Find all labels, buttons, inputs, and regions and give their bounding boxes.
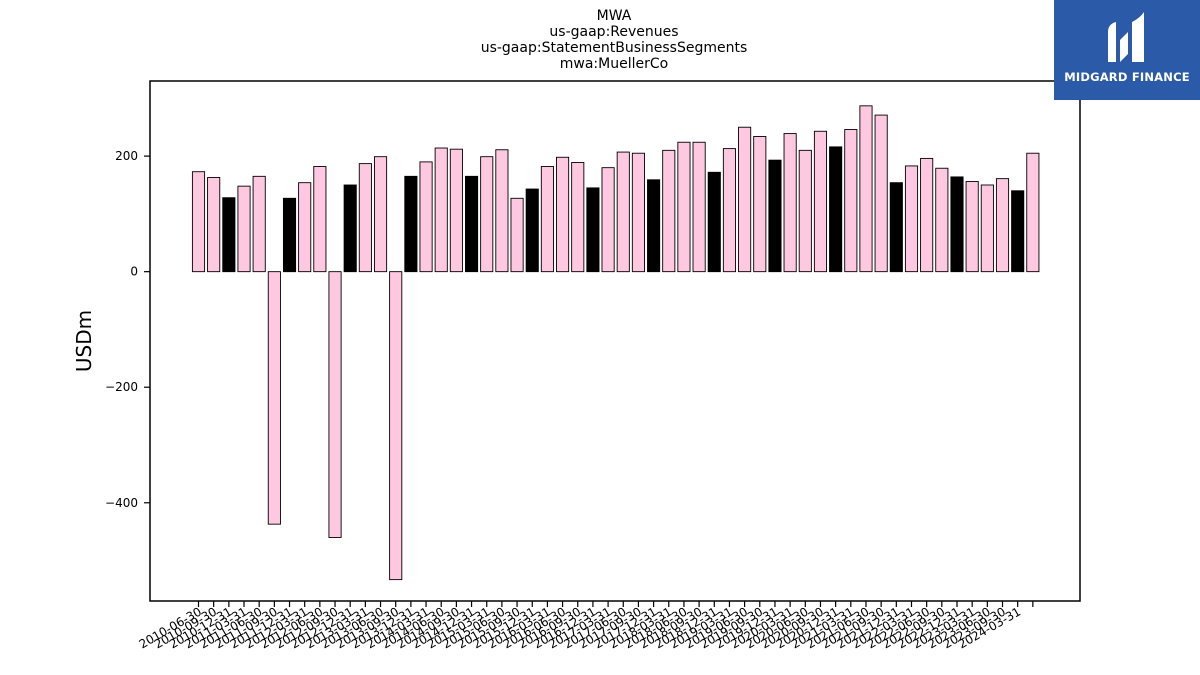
bar-25 [571,162,585,273]
bar-14 [404,175,418,273]
bar-46 [889,182,903,273]
y-tick-label-2: 0 [130,265,138,279]
bar-55 [1026,152,1040,273]
bar-33 [692,141,706,273]
bar-7 [298,182,312,273]
bar-0 [191,171,206,273]
bar-50 [950,176,964,273]
title-line-2: us-gaap:Revenues [549,24,678,40]
bar-37 [753,136,767,273]
y-axis-label: USDm [72,310,96,372]
y-axis: −400 −200 0 200 [105,149,150,510]
bar-36 [738,126,752,273]
title-line-3: us-gaap:StatementBusinessSegments [481,40,748,56]
bar-49 [935,167,949,273]
title-line-1: MWA [597,8,632,24]
bar-39 [783,133,797,273]
bar-1 [207,177,221,273]
bar-38 [768,159,782,273]
bar-21 [510,197,524,273]
bar-40 [798,149,812,273]
bar-51 [965,181,979,273]
bar-41 [813,130,828,273]
bar-42 [829,146,843,273]
bar-28 [616,151,630,273]
bar-6 [282,197,297,273]
bar-8 [313,166,327,273]
plot-frame [149,80,1081,602]
bar-3 [237,185,251,273]
bar-18 [465,175,479,273]
title-line-4: mwa:MuellerCo [560,56,668,72]
bar-27 [601,167,615,273]
x-axis: 2010-06-302010-09-302010-12-312011-03-31… [137,601,1034,651]
bar-19 [480,156,494,273]
bar-2 [222,197,236,273]
bar-34 [707,171,721,273]
bar-32 [677,141,691,273]
bar-17 [449,148,463,273]
bar-26 [586,187,600,273]
bar-16 [434,147,448,273]
bars-group [191,105,1040,581]
logo-text: MIDGARD FINANCE [1064,70,1190,84]
bar-43 [844,129,858,273]
bar-52 [980,184,994,273]
bar-23 [540,166,554,273]
bar-47 [904,165,919,273]
bar-22 [525,188,539,273]
bar-5 [267,271,281,525]
bar-15 [419,161,433,273]
y-tick-label-1: −200 [105,380,138,394]
bar-35 [722,148,736,273]
chart-title: MWA us-gaap:Revenues us-gaap:StatementBu… [481,8,748,72]
bar-31 [662,149,676,273]
bar-13 [389,271,403,581]
bar-45 [874,114,888,273]
midgard-logo-icon [1108,12,1144,62]
bar-30 [647,179,661,273]
bar-54 [1011,190,1025,273]
bar-20 [495,149,509,273]
bar-10 [343,184,357,273]
bar-24 [556,156,570,273]
bar-29 [631,152,645,273]
bar-11 [358,163,372,273]
bar-48 [920,157,934,273]
y-tick-label-3: 200 [115,149,138,163]
bar-4 [252,175,266,273]
bar-9 [328,271,342,538]
bar-44 [859,105,873,273]
bar-53 [995,178,1010,273]
bar-12 [373,156,388,273]
midgard-finance-logo: MIDGARD FINANCE [1054,0,1200,100]
y-tick-label-0: −400 [105,496,138,510]
